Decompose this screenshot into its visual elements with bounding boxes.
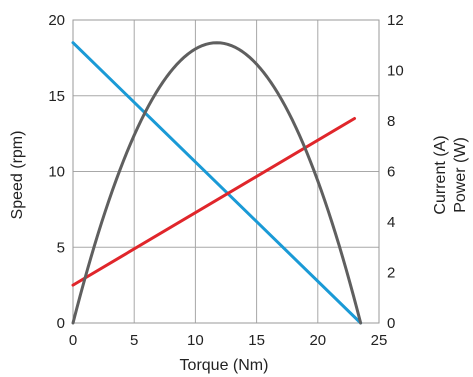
x-tick-label: 10 [187, 332, 204, 349]
x-tick-label: 20 [309, 332, 326, 349]
x-tick-label: 0 [69, 332, 77, 349]
y-right-tick-label: 12 [387, 12, 404, 29]
speed-line [71, 41, 363, 325]
current-line [71, 116, 357, 287]
x-axis-label: Torque (Nm) [180, 357, 269, 374]
y-right-tick-labels: 0 2 4 6 8 10 12 [387, 12, 404, 332]
plot-frame [72, 19, 380, 324]
x-tick-label: 25 [371, 332, 388, 349]
y-right-axis-label-power: Power (W) [452, 137, 469, 213]
y-left-tick-label: 20 [48, 12, 65, 29]
x-tick-label: 5 [130, 332, 138, 349]
power-curve [71, 41, 363, 325]
y-left-tick-label: 15 [48, 88, 65, 105]
y-left-tick-label: 0 [57, 315, 65, 332]
y-left-tick-label: 10 [48, 164, 65, 181]
y-left-tick-labels: 0 5 10 15 20 [48, 12, 65, 332]
y-left-tick-label: 5 [57, 239, 65, 256]
y-right-tick-label: 6 [387, 164, 395, 181]
y-right-tick-label: 0 [387, 315, 395, 332]
series-layer [71, 41, 363, 325]
y-right-tick-label: 2 [387, 265, 395, 282]
y-right-axis-label-current: Current (A) [432, 135, 449, 214]
y-left-axis-label: Speed (rpm) [9, 131, 26, 220]
y-right-tick-label: 4 [387, 214, 395, 231]
y-right-tick-label: 8 [387, 113, 395, 130]
x-tick-labels: 0 5 10 15 20 25 [69, 332, 388, 349]
y-right-tick-label: 10 [387, 63, 404, 80]
x-tick-label: 15 [248, 332, 265, 349]
